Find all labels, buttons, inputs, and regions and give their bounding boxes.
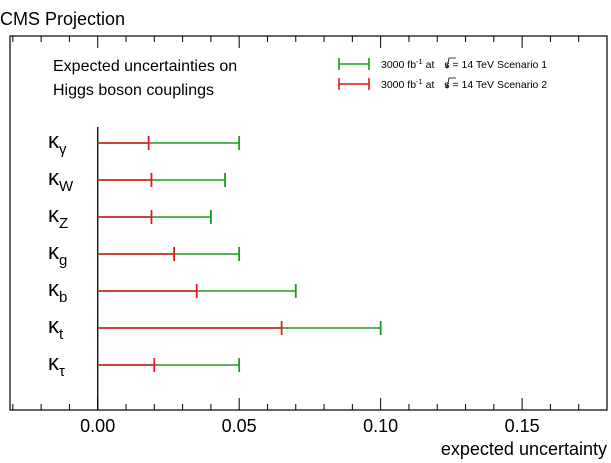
- sqrt-sign-icon: [444, 57, 456, 70]
- x-tick-label: 0.00: [80, 416, 115, 436]
- plot-frame: [9, 35, 608, 411]
- x-tick-label: 0.10: [363, 416, 398, 436]
- sqrt-sign-icon: [444, 77, 456, 90]
- legend-entry-text: 3000 fb-1 at s = 14 TeV Scenario 2: [381, 77, 547, 91]
- x-tick-label: 0.05: [222, 416, 257, 436]
- annotation-line-1: Expected uncertainties on: [53, 58, 237, 75]
- annotation-line-2: Higgs boson couplings: [53, 82, 214, 99]
- legend: 3000 fb-1 at s = 14 TeV Scenario 1 3000 f…: [338, 57, 547, 91]
- category-label: κg: [48, 239, 67, 269]
- legend-entry-text: 3000 fb-1 at s = 14 TeV Scenario 1: [381, 57, 547, 71]
- chart-header-title: CMS Projection: [0, 9, 125, 29]
- category-label: κW: [48, 165, 74, 195]
- category-label: κγ: [48, 128, 67, 158]
- category-label: κt: [48, 313, 64, 343]
- x-axis-label: expected uncertainty: [441, 439, 607, 459]
- bars: [97, 136, 382, 372]
- category-label: κZ: [48, 202, 68, 232]
- category-label: κb: [48, 276, 67, 306]
- x-tick-label: 0.15: [505, 416, 540, 436]
- category-label: κτ: [48, 350, 65, 380]
